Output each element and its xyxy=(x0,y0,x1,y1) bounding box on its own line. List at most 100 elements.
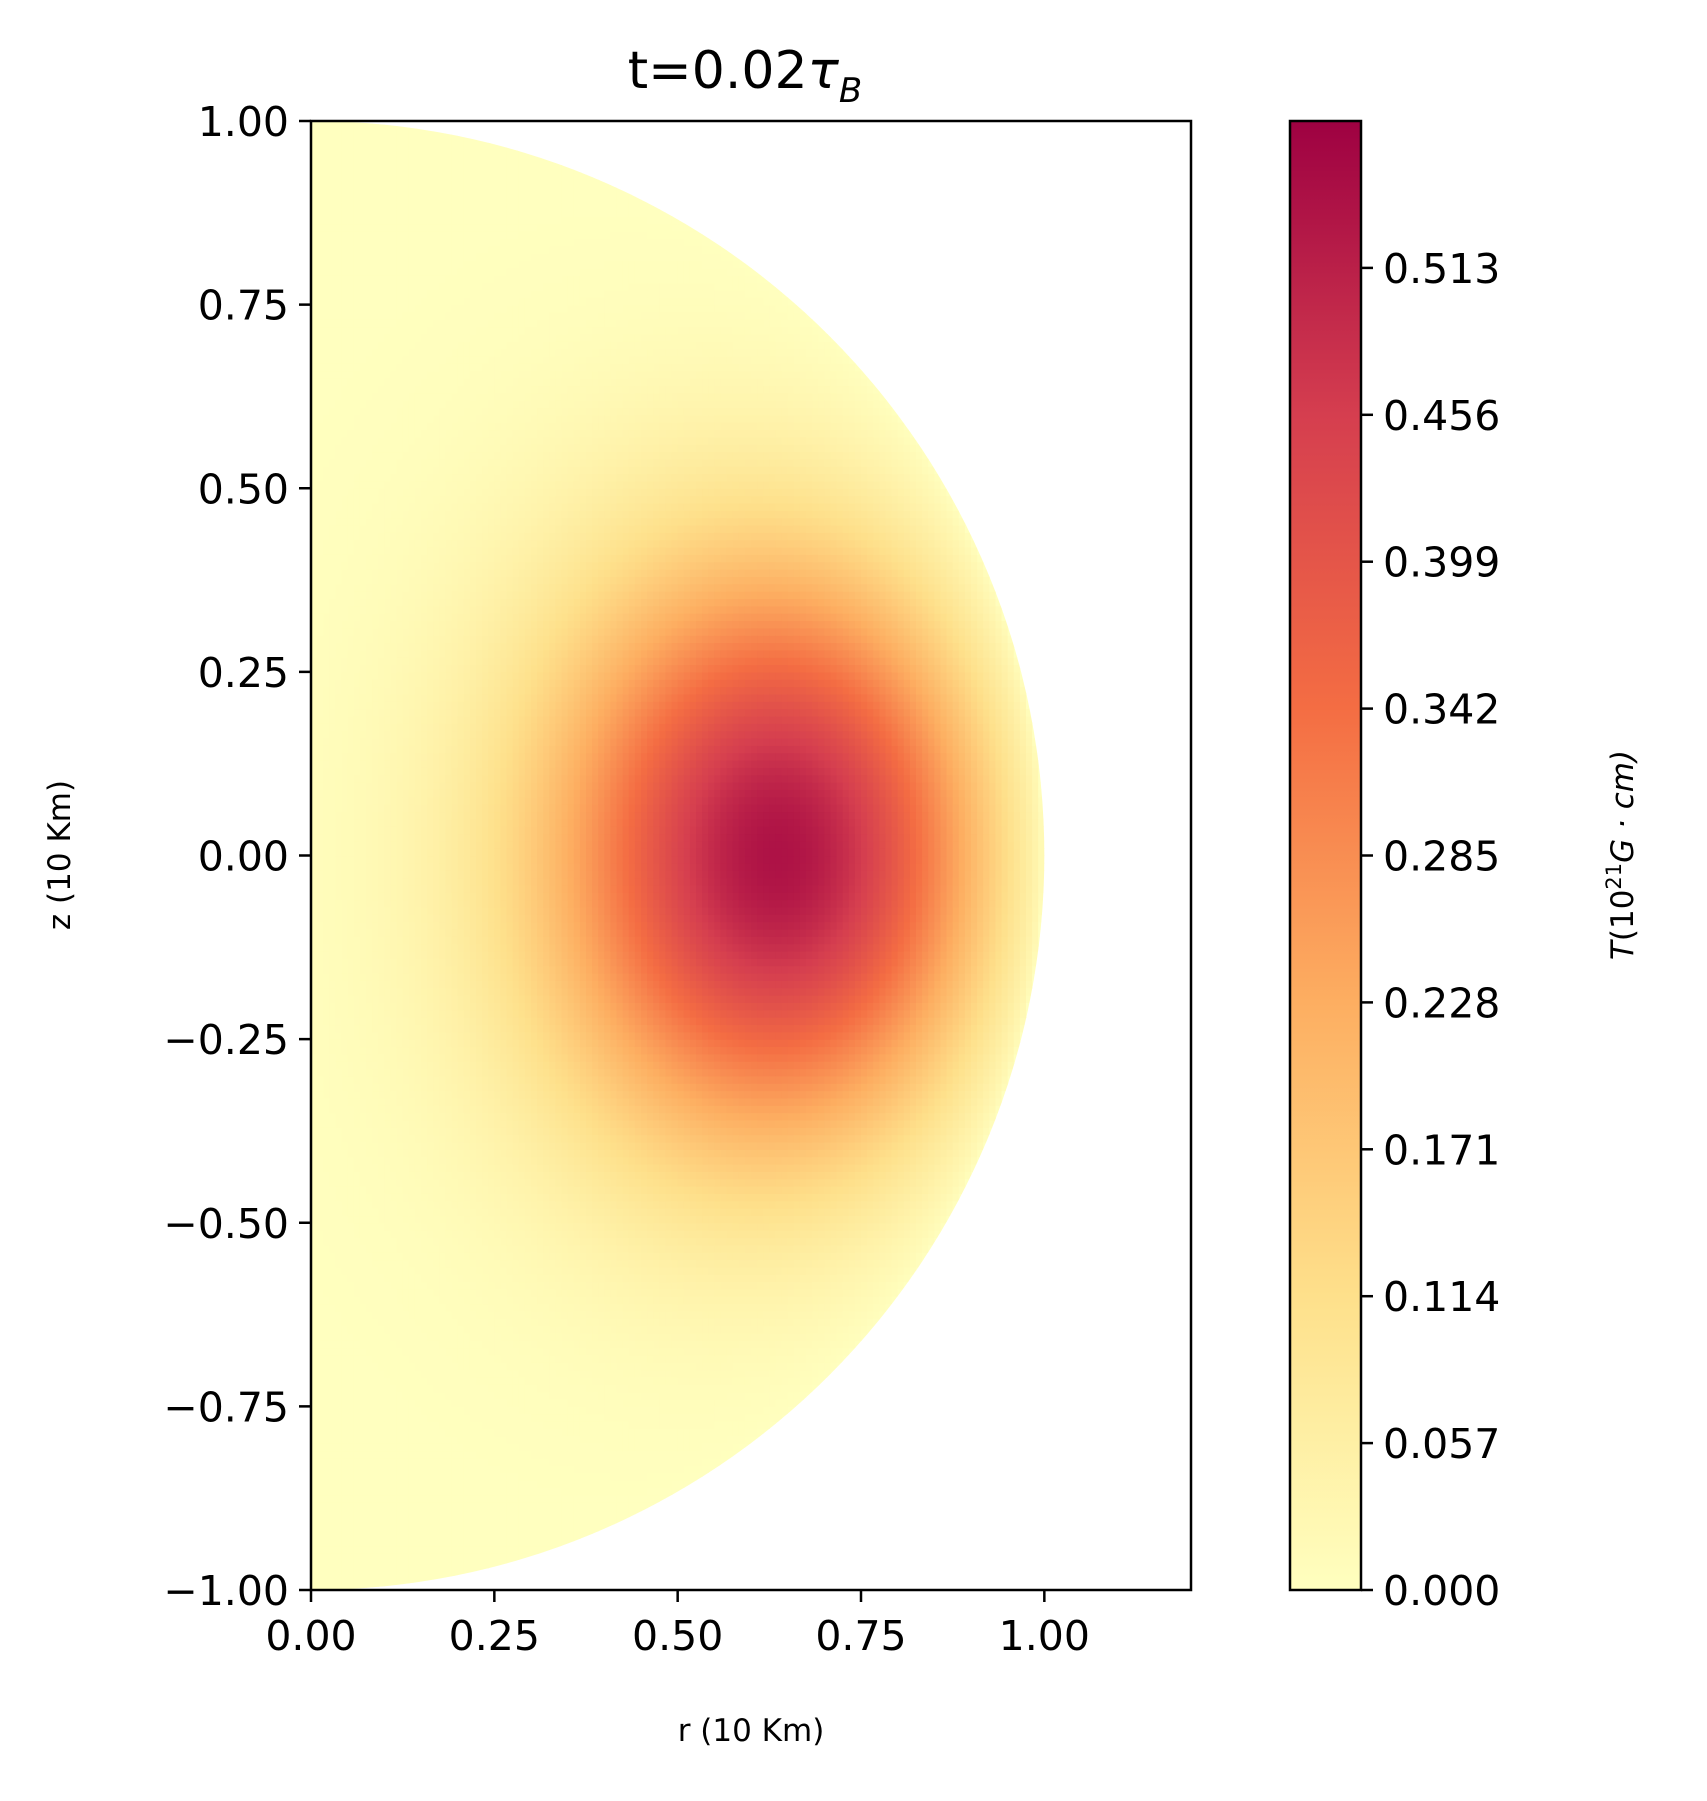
heatmap-cell xyxy=(348,444,355,452)
heatmap-cell xyxy=(397,716,404,724)
heatmap-cell xyxy=(445,922,452,930)
heatmap-cell xyxy=(354,1465,361,1473)
heatmap-cell xyxy=(329,1348,336,1356)
heatmap-cell xyxy=(397,1561,404,1569)
heatmap-cell xyxy=(445,150,452,158)
heatmap-cell xyxy=(415,1575,422,1583)
heatmap-cell xyxy=(329,224,336,232)
heatmap-cell xyxy=(390,1215,397,1223)
heatmap-cell xyxy=(384,239,391,247)
heatmap-cell xyxy=(415,665,422,673)
heatmap-cell xyxy=(397,261,404,269)
heatmap-cell xyxy=(439,856,446,864)
heatmap-cell xyxy=(329,1193,336,1201)
heatmap-cell xyxy=(372,297,379,305)
heatmap-cell xyxy=(323,1414,330,1422)
heatmap-cell xyxy=(366,1149,373,1157)
heatmap-cell xyxy=(421,1267,428,1275)
heatmap-cell xyxy=(403,1061,410,1069)
heatmap-cell xyxy=(360,1127,367,1135)
heatmap-cell xyxy=(427,988,434,996)
heatmap-cell xyxy=(317,1436,324,1444)
heatmap-cell xyxy=(342,1010,349,1018)
heatmap-cell xyxy=(415,209,422,217)
heatmap-cell xyxy=(384,415,391,423)
heatmap-cell xyxy=(421,239,428,247)
heatmap-cell xyxy=(348,598,355,606)
heatmap-cell xyxy=(372,1443,379,1451)
heatmap-cell xyxy=(445,679,452,687)
heatmap-cell xyxy=(445,466,452,474)
heatmap-cell xyxy=(366,826,373,834)
heatmap-cell xyxy=(378,327,385,335)
heatmap-cell xyxy=(421,1370,428,1378)
heatmap-cell xyxy=(335,628,342,636)
heatmap-cell xyxy=(403,1568,410,1576)
heatmap-cell xyxy=(427,187,434,195)
heatmap-cell xyxy=(397,1245,404,1253)
heatmap-cell xyxy=(452,1509,459,1517)
heatmap-cell xyxy=(384,665,391,673)
heatmap-cell xyxy=(342,305,349,313)
heatmap-cell xyxy=(439,488,446,496)
heatmap-cell xyxy=(421,1127,428,1135)
heatmap-cell xyxy=(342,1289,349,1297)
heatmap-cell xyxy=(458,863,465,871)
heatmap-cell xyxy=(348,1377,355,1385)
heatmap-cell xyxy=(452,1575,459,1583)
heatmap-cell xyxy=(372,1568,379,1576)
heatmap-cell xyxy=(378,437,385,445)
heatmap-cell xyxy=(445,723,452,731)
heatmap-cell xyxy=(458,1524,465,1532)
heatmap-cell xyxy=(342,672,349,680)
heatmap-cell xyxy=(354,275,361,283)
heatmap-cell xyxy=(384,687,391,695)
heatmap-cell xyxy=(348,1487,355,1495)
heatmap-cell xyxy=(390,951,397,959)
heatmap-cell xyxy=(323,1509,330,1517)
heatmap-cell xyxy=(409,1517,416,1525)
heatmap-cell xyxy=(427,510,434,518)
heatmap-cell xyxy=(403,349,410,357)
heatmap-cell xyxy=(366,1002,373,1010)
heatmap-cell xyxy=(342,1215,349,1223)
heatmap-cell xyxy=(458,811,465,819)
heatmap-cell xyxy=(439,1157,446,1165)
heatmap-cell xyxy=(458,723,465,731)
heatmap-cell xyxy=(323,907,330,915)
heatmap-cell xyxy=(433,407,440,415)
heatmap-cell xyxy=(342,128,349,136)
heatmap-cell xyxy=(445,231,452,239)
heatmap-cell xyxy=(335,650,342,658)
heatmap-cell xyxy=(323,811,330,819)
heatmap-cell xyxy=(421,1230,428,1238)
heatmap-cell xyxy=(342,1032,349,1040)
heatmap-cell xyxy=(378,1531,385,1539)
heatmap-cell xyxy=(433,1311,440,1319)
heatmap-cell xyxy=(397,1149,404,1157)
heatmap-cell xyxy=(348,1348,355,1356)
heatmap-cell xyxy=(452,929,459,937)
heatmap-cell xyxy=(348,1282,355,1290)
heatmap-cell xyxy=(317,1333,324,1341)
heatmap-cell xyxy=(445,488,452,496)
heatmap-cell xyxy=(329,672,336,680)
heatmap-cell xyxy=(329,1443,336,1451)
heatmap-cell xyxy=(439,797,446,805)
heatmap-cell xyxy=(384,1186,391,1194)
heatmap-cell xyxy=(439,1553,446,1561)
heatmap-cell xyxy=(421,694,428,702)
heatmap-cell xyxy=(354,503,361,511)
heatmap-cell xyxy=(409,187,416,195)
heatmap-cell xyxy=(421,951,428,959)
heatmap-cell xyxy=(354,1083,361,1091)
heatmap-cell xyxy=(384,1304,391,1312)
heatmap-cell xyxy=(445,1531,452,1539)
heatmap-cell xyxy=(427,797,434,805)
heatmap-cell xyxy=(372,701,379,709)
heatmap-cell xyxy=(445,437,452,445)
heatmap-cell xyxy=(360,1046,367,1054)
heatmap-cell xyxy=(458,613,465,621)
heatmap-cell xyxy=(421,1259,428,1267)
heatmap-cell xyxy=(415,966,422,974)
